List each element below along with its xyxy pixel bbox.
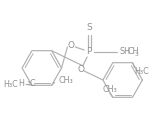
- Text: 3: 3: [135, 51, 139, 57]
- Text: CH: CH: [128, 48, 139, 57]
- Text: H₃C: H₃C: [134, 67, 149, 76]
- Text: C: C: [30, 79, 36, 88]
- Text: O: O: [68, 40, 75, 50]
- Text: S: S: [86, 23, 92, 33]
- Text: SH: SH: [120, 48, 131, 57]
- Text: O: O: [78, 65, 85, 73]
- Text: 3: 3: [27, 81, 31, 86]
- Text: P: P: [86, 48, 92, 57]
- Text: H: H: [18, 79, 24, 88]
- Text: H₃C: H₃C: [3, 80, 18, 89]
- Text: CH₃: CH₃: [102, 85, 117, 94]
- Text: CH₃: CH₃: [59, 76, 73, 85]
